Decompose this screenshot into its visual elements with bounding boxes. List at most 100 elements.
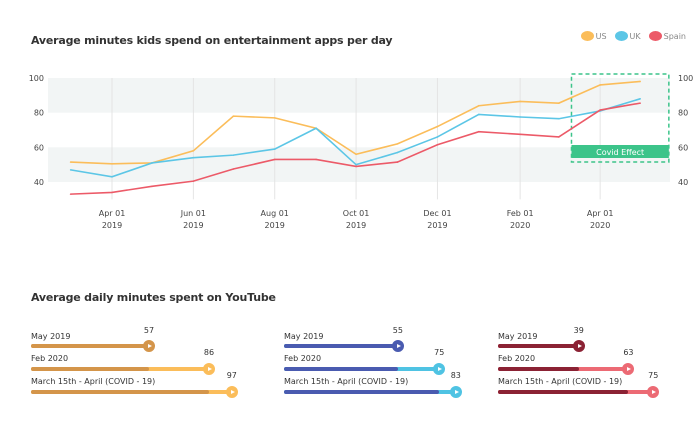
bar-category-label: Feb 2020 <box>284 354 322 363</box>
line-chart: Apr 01 2019 Jun 01 2019 Aug 01 2019 Oct 01 2019… <box>29 73 693 230</box>
play-handle-icon[interactable] <box>433 363 446 375</box>
x-tick-label: 2020 <box>590 221 610 230</box>
x-tick-label: Jun 01 <box>180 209 206 218</box>
y-tick-label-left: 100 <box>29 74 44 83</box>
spain-swatch-icon <box>648 31 662 41</box>
x-tick-label: Aug 01 <box>261 209 289 218</box>
x-tick-label: Oct 01 <box>343 209 370 218</box>
bar-value-label: 75 <box>434 348 445 357</box>
data-point <box>519 133 521 136</box>
y-tick-label-left: 80 <box>34 109 44 118</box>
play-triangle-icon <box>438 366 443 371</box>
us-swatch-icon <box>580 31 594 41</box>
data-point <box>436 125 439 128</box>
data-point <box>111 176 113 178</box>
data-point <box>639 102 641 104</box>
bar-value-label: 86 <box>203 348 215 357</box>
bar-value-label: 55 <box>392 326 403 335</box>
bar-category-label: Feb 2020 <box>31 354 69 363</box>
play-triangle-icon <box>396 343 401 348</box>
x-tick-label: 2019 <box>427 221 447 230</box>
bar-dark-segment <box>498 344 579 348</box>
uk-swatch-icon <box>614 31 628 41</box>
data-point <box>232 168 235 170</box>
bar-value-label: 57 <box>143 326 155 335</box>
x-tick-label: Apr 01 <box>99 209 126 218</box>
bar-category-label: March 15th - April (COVID - 19) <box>498 377 623 386</box>
play-handle-icon[interactable] <box>572 340 585 352</box>
play-triangle-icon <box>147 343 152 348</box>
data-point <box>273 158 276 161</box>
band <box>48 78 670 113</box>
play-handle-icon[interactable] <box>142 340 155 352</box>
data-point <box>151 162 153 164</box>
legend-label: UK <box>629 31 641 41</box>
data-point <box>396 161 399 163</box>
covid-effect-label: Covid Effect <box>596 148 644 157</box>
data-point <box>477 130 480 133</box>
data-point <box>436 143 439 146</box>
data-point <box>232 115 235 117</box>
data-point <box>315 127 317 130</box>
bar-category-label: March 15th - April (COVID - 19) <box>31 377 156 386</box>
data-point <box>477 104 480 107</box>
x-tick-label: 2019 <box>346 221 366 230</box>
play-triangle-icon <box>652 389 657 394</box>
data-point <box>111 163 113 165</box>
bar-dark-segment <box>284 344 398 348</box>
legend-us[interactable]: US <box>580 31 607 41</box>
data-point <box>192 150 195 152</box>
bar-value-label: 75 <box>648 371 659 380</box>
x-tick-label: Dec 01 <box>423 209 451 218</box>
y-tick-label-left: 60 <box>34 143 44 152</box>
data-point <box>69 169 72 171</box>
bar-chart-title: Average daily minutes spent on YouTube <box>31 291 276 304</box>
data-point <box>69 161 72 163</box>
legend-uk[interactable]: UK <box>614 31 641 41</box>
legend-spain[interactable]: Spain <box>648 31 686 41</box>
bar-dark-segment <box>31 367 149 371</box>
bar-dark-segment <box>284 367 398 371</box>
data-point <box>396 143 399 145</box>
data-point <box>151 185 153 188</box>
data-point <box>69 193 72 195</box>
data-point <box>599 109 601 111</box>
x-tick-label: 2019 <box>265 221 285 230</box>
data-point <box>477 113 480 116</box>
data-point <box>315 158 317 161</box>
bar-dark-segment <box>284 390 440 394</box>
bar-value-label: 83 <box>450 371 461 380</box>
y-tick-label-right: 40 <box>678 178 688 187</box>
play-handle-icon[interactable] <box>622 363 635 375</box>
bar-category-label: May 2019 <box>284 332 324 341</box>
play-handle-icon[interactable] <box>647 386 660 398</box>
bar-value-label: 63 <box>623 348 634 357</box>
y-tick-label-right: 100 <box>678 74 693 83</box>
data-point <box>355 153 357 156</box>
data-point <box>396 151 399 154</box>
x-tick-label: Apr 01 <box>587 209 614 218</box>
data-point <box>111 191 113 194</box>
play-triangle-icon <box>454 389 459 394</box>
data-point <box>355 163 357 166</box>
play-handle-icon[interactable] <box>391 340 404 352</box>
data-point <box>558 136 560 138</box>
data-point <box>639 98 641 100</box>
data-point <box>639 80 641 83</box>
bar-dark-segment <box>498 367 579 371</box>
data-point <box>558 102 560 104</box>
play-triangle-icon <box>230 389 235 394</box>
covid-effect-box <box>570 73 670 163</box>
data-point <box>192 156 195 159</box>
data-point <box>192 180 195 182</box>
play-handle-icon[interactable] <box>225 386 238 398</box>
data-point <box>519 116 521 118</box>
play-handle-icon[interactable] <box>449 386 462 398</box>
x-tick-label: 2020 <box>510 221 530 230</box>
play-handle-icon[interactable] <box>203 363 216 375</box>
x-tick-label: 2019 <box>183 221 203 230</box>
bar-dark-segment <box>31 390 210 394</box>
y-tick-label-left: 40 <box>34 178 44 187</box>
bar-category-label: Feb 2020 <box>498 354 536 363</box>
